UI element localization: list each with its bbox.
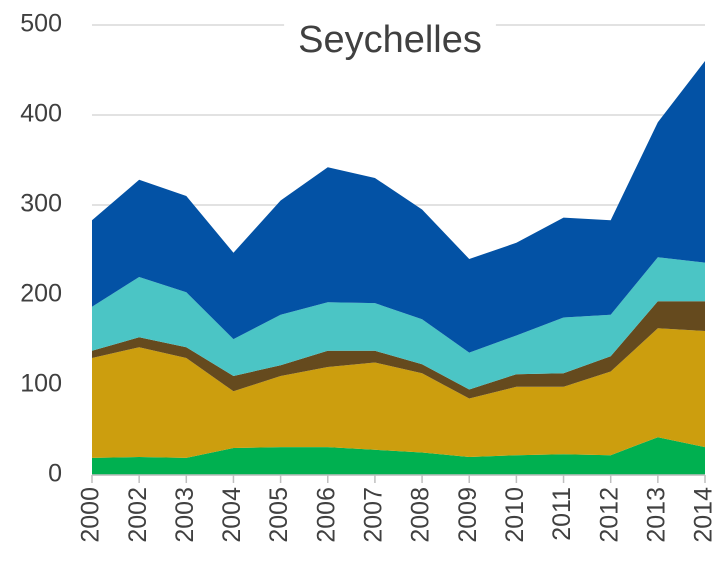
y-tick-label: 500	[20, 10, 62, 38]
y-tick-label: 0	[48, 460, 62, 488]
x-tick-label: 2004	[218, 487, 246, 543]
x-tick-label: 2005	[265, 487, 293, 543]
x-tick-label: 2008	[407, 487, 435, 543]
chart-title: Seychelles	[298, 19, 482, 61]
x-tick-label: 2000	[77, 487, 105, 543]
y-tick-label: 100	[20, 370, 62, 398]
area	[92, 301, 705, 399]
x-tick-label: 2011	[548, 487, 576, 541]
x-tick-label: 2006	[312, 487, 340, 543]
y-tick-label: 200	[20, 280, 62, 308]
area	[92, 328, 705, 458]
x-tick-label: 2014	[690, 487, 718, 543]
area	[92, 61, 705, 353]
x-tick-label: 2002	[124, 487, 152, 543]
x-tick-label: 2007	[360, 487, 388, 543]
x-tick-label: 2010	[501, 487, 529, 543]
x-tick-label: 2003	[171, 487, 199, 543]
area	[92, 437, 705, 475]
x-tick-label: 2009	[454, 487, 482, 543]
y-tick-label: 300	[20, 190, 62, 218]
x-tick-label: 2012	[595, 487, 623, 543]
area	[92, 257, 705, 390]
title-background	[284, 15, 496, 65]
y-tick-label: 400	[20, 100, 62, 128]
x-tick-label: 2013	[642, 487, 670, 543]
